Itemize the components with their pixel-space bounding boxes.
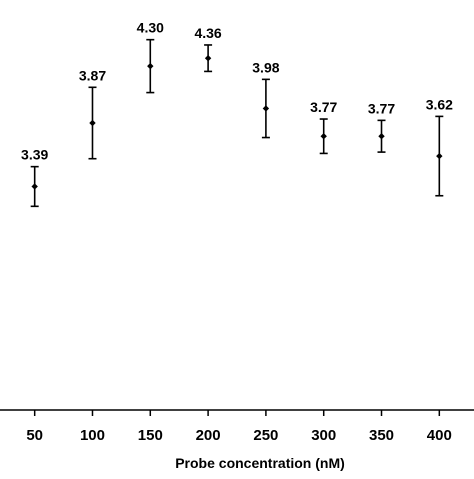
- data-point: [436, 152, 443, 160]
- x-axis-title: Probe concentration (nM): [175, 455, 345, 471]
- data-point: [378, 133, 385, 140]
- x-tick-label: 150: [138, 427, 163, 444]
- data-label: 3.77: [368, 100, 395, 116]
- data-labels: 3.39 3.87 4.30 4.36 3.98 3.77 3.77 3.62: [21, 20, 453, 163]
- x-axis-tick-labels: 50 100 150 200 250 300 350 400: [26, 427, 451, 444]
- x-tick-label: 250: [253, 427, 278, 444]
- data-label: 4.36: [194, 25, 221, 41]
- x-tick-label: 100: [80, 427, 105, 444]
- x-axis-ticks: [33, 410, 441, 416]
- x-tick-label: 50: [26, 427, 43, 444]
- data-label: 3.39: [21, 147, 48, 163]
- data-label: 3.98: [252, 59, 279, 75]
- data-label: 3.87: [79, 67, 106, 83]
- x-tick-label: 350: [369, 427, 394, 444]
- data-label: 3.62: [426, 96, 453, 112]
- data-point: [31, 183, 38, 190]
- data-label: 3.77: [310, 99, 337, 115]
- data-point: [147, 62, 154, 70]
- data-point: [89, 119, 96, 127]
- data-point: [204, 54, 212, 62]
- data-point: [262, 105, 270, 112]
- x-tick-label: 300: [311, 427, 336, 444]
- data-point: [320, 133, 327, 140]
- x-tick-label: 200: [196, 427, 221, 444]
- data-label: 4.30: [137, 20, 164, 36]
- data-points: [31, 54, 443, 190]
- x-tick-label: 400: [427, 427, 452, 444]
